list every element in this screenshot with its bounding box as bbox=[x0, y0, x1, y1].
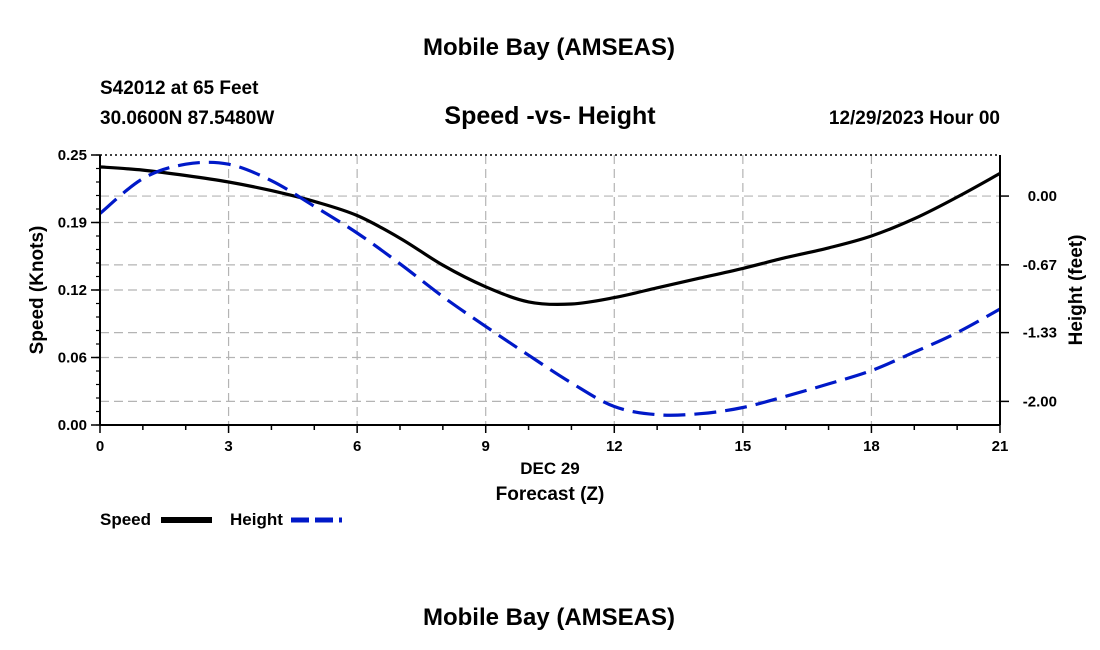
x-tick-label: 21 bbox=[992, 438, 1009, 455]
legend: Speed Height bbox=[100, 510, 342, 529]
station-label: S42012 at 65 Feet bbox=[100, 78, 259, 99]
y2-axis-label: Height (feet) bbox=[1066, 235, 1087, 346]
chart-title: Speed -vs- Height bbox=[444, 102, 656, 130]
x-tick-label: 12 bbox=[606, 438, 623, 455]
series-line-speed bbox=[99, 165, 1001, 307]
grid-layer bbox=[100, 155, 1000, 425]
y2-tick-label: -2.00 bbox=[1023, 393, 1057, 410]
y-tick-label: 0.19 bbox=[58, 215, 87, 232]
legend-speed-label: Speed bbox=[100, 510, 151, 529]
x-tick-label: 18 bbox=[863, 438, 880, 455]
y-tick-label: 0.06 bbox=[58, 350, 87, 367]
footer-title: Mobile Bay (AMSEAS) bbox=[423, 604, 675, 631]
x-tick-label: 15 bbox=[735, 438, 752, 455]
y-tick-label: 0.00 bbox=[58, 417, 87, 434]
main-title: Mobile Bay (AMSEAS) bbox=[423, 34, 675, 61]
x-axis-date-label: DEC 29 bbox=[520, 459, 580, 478]
x-tick-label: 3 bbox=[224, 438, 232, 455]
y-tick-label: 0.12 bbox=[58, 282, 87, 299]
y2-tick-label: 0.00 bbox=[1028, 188, 1057, 205]
legend-height-label: Height bbox=[230, 510, 283, 529]
x-tick-label: 6 bbox=[353, 438, 361, 455]
series-layer bbox=[98, 160, 1001, 417]
location-label: 30.0600N 87.5480W bbox=[100, 108, 274, 129]
axis-layer: 0 3 6 9 12 15 18 21 0.00 0.06 0.12 0.19 0.25 0.00 -0.6… bbox=[58, 147, 1057, 455]
x-tick-label: 9 bbox=[482, 438, 490, 455]
x-axis-label: Forecast (Z) bbox=[496, 484, 605, 505]
datetime-label: 12/29/2023 Hour 00 bbox=[829, 108, 1000, 129]
y-tick-label: 0.25 bbox=[58, 147, 87, 164]
y2-tick-label: -0.67 bbox=[1023, 257, 1057, 274]
y-axis-label: Speed (Knots) bbox=[27, 226, 48, 355]
x-tick-label: 0 bbox=[96, 438, 104, 455]
y2-tick-label: -1.33 bbox=[1023, 325, 1057, 342]
series-line-height bbox=[98, 160, 1001, 417]
